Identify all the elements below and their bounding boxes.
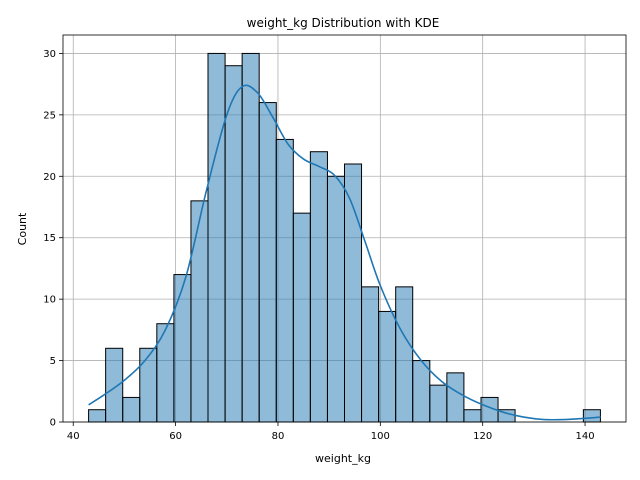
axes-frame [62,34,627,423]
histogram-bar [139,347,158,423]
y-tick-label: 5 [50,356,56,367]
x-tick-label: 120 [473,431,492,442]
ticks-layer: 40 60 80 100 120 140 0 5 10 15 20 25 30 [43,49,594,442]
histogram-bar [463,409,482,423]
histogram-bar [361,286,380,423]
histogram-bar [395,286,414,423]
bars-layer [88,52,601,423]
y-tick-label: 25 [43,110,56,121]
x-tick-label: 40 [67,431,80,442]
histogram-bar [88,409,107,423]
kde-curve [88,84,601,421]
histogram-bar [412,360,431,423]
histogram-bar [309,151,328,423]
histogram-bar [241,52,260,423]
histogram-bar [105,347,124,423]
y-tick-label: 20 [43,172,56,183]
histogram-bar [224,65,243,423]
y-tick-label: 0 [50,418,56,429]
histogram-bar [190,200,209,423]
histogram-bar [258,102,277,423]
x-tick-label: 60 [169,431,182,442]
x-tick-label: 100 [371,431,390,442]
histogram-bar [326,175,345,423]
histogram-bar [429,384,448,423]
histogram-bar [582,409,601,423]
histogram-bar [378,310,397,423]
x-axis-label: weight_kg [315,452,371,465]
y-tick-label: 10 [43,295,56,306]
histogram-bar [156,323,175,423]
y-tick-label: 30 [43,49,56,60]
histogram-bar [275,138,294,423]
histogram-bar [207,52,226,423]
chart-title: weight_kg Distribution with KDE [247,16,440,30]
histogram-bar [173,274,192,423]
y-tick-label: 15 [43,233,56,244]
histogram-bar [122,396,141,423]
x-tick-label: 80 [272,431,285,442]
x-tick-label: 140 [576,431,595,442]
histogram-bar [446,372,465,423]
histogram-bar [344,163,363,423]
histogram-bar [292,212,311,423]
y-axis-label: Count [16,212,29,245]
